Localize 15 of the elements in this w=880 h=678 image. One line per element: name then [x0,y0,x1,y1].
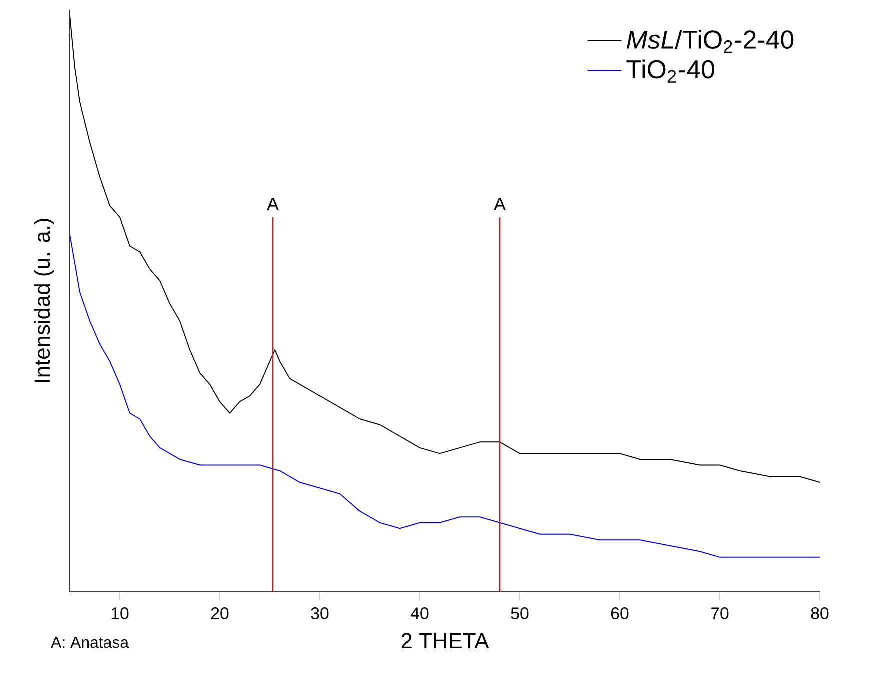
x-tick-label: 50 [511,608,529,620]
y-axis-title: Intensidad (u. a.) [34,219,54,382]
x-tick-label: 40 [410,608,429,620]
ref-line-label: A [267,198,279,210]
legend-label: TiO$_{2}$-40 [626,60,714,83]
x-tick-label: 30 [311,608,329,620]
x-tick-label: 10 [112,608,129,620]
text: A: Anatasa [51,637,130,648]
ref-line-label: A [494,198,506,210]
x-tick-label: 60 [611,608,629,620]
x-tick-label: 70 [711,608,729,620]
x-axis-title: 2 THETA [402,633,490,649]
x-tick-label: 20 [211,608,229,620]
legend-label: MsL/TiO$_{2}$-2-40 [626,30,794,54]
x-tick-label: 80 [811,608,829,620]
